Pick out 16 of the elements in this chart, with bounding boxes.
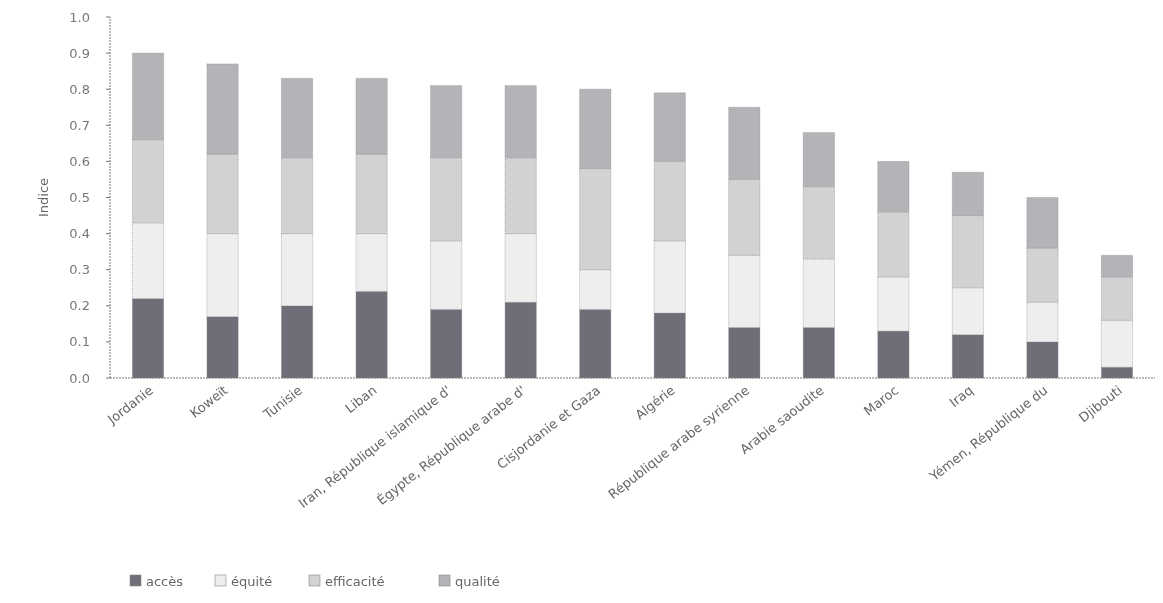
legend-label: efficacité — [325, 573, 385, 589]
y-tick-label: 0.7 — [69, 117, 90, 133]
y-tick-label: 0.5 — [69, 190, 90, 206]
legend-label: accès — [146, 573, 184, 589]
y-axis-title: Indice — [36, 177, 51, 218]
y-tick-label: 0.2 — [69, 298, 90, 314]
legend-label: qualité — [455, 573, 500, 589]
y-tick-label: 1.0 — [69, 9, 90, 25]
legend-label: équité — [231, 573, 273, 589]
y-tick-label: 0.6 — [69, 153, 90, 169]
y-tick-label: 0.9 — [69, 45, 90, 61]
y-tick-label: 0.1 — [69, 334, 90, 350]
y-tick-label: 0.3 — [69, 262, 90, 278]
y-tick-label: 0.0 — [69, 370, 90, 386]
y-tick-label: 0.8 — [69, 81, 90, 97]
y-tick-label: 0.4 — [69, 226, 90, 242]
